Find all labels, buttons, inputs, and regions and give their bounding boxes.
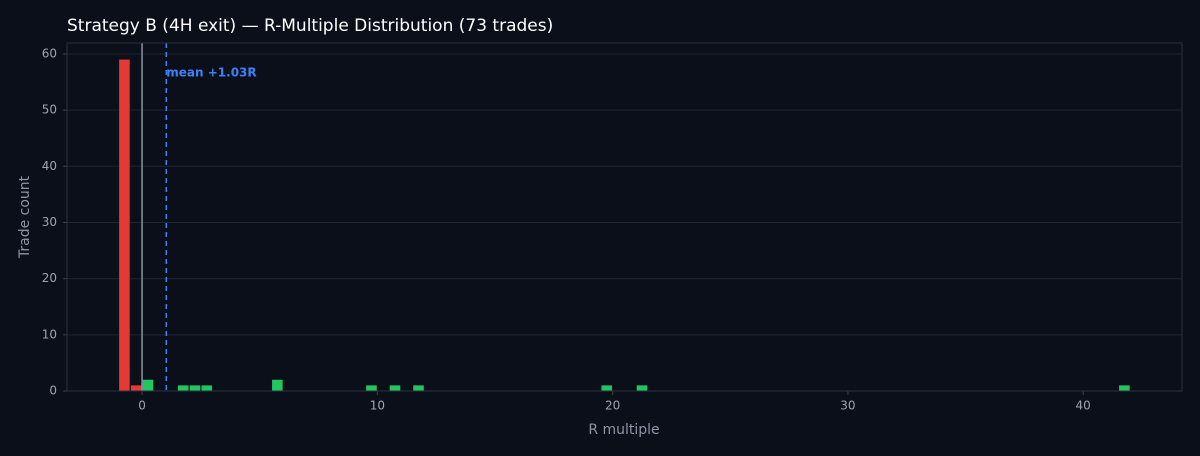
y-tick-label: 0 — [49, 384, 57, 398]
x-tick-label: 0 — [138, 399, 146, 413]
bar — [119, 59, 130, 391]
chart-title: Strategy B (4H exit) — R-Multiple Distri… — [67, 16, 553, 36]
y-axis-label: Trade count — [17, 175, 33, 259]
x-tick-label: 10 — [370, 399, 385, 413]
bar — [272, 379, 283, 391]
bar — [366, 385, 377, 391]
x-tick-label: 20 — [605, 399, 620, 413]
bar — [1119, 385, 1130, 391]
y-tick-label: 60 — [42, 46, 57, 60]
bar — [413, 385, 424, 391]
x-tick-label: 30 — [840, 399, 855, 413]
y-tick-label: 30 — [42, 215, 57, 229]
bar — [636, 385, 648, 391]
bar — [601, 385, 613, 391]
y-tick-label: 40 — [42, 159, 57, 173]
bar — [177, 385, 189, 391]
plot-frame — [66, 42, 1183, 392]
y-tick-label: 50 — [42, 103, 57, 117]
x-tick-label: 40 — [1076, 399, 1091, 413]
bar — [130, 385, 142, 391]
bar — [389, 385, 401, 391]
bar — [142, 379, 154, 391]
bar — [189, 385, 201, 391]
y-tick-label: 10 — [42, 327, 57, 341]
x-axis-label: R multiple — [588, 422, 659, 438]
mean-label: mean +1.03R — [166, 66, 256, 80]
y-tick-label: 20 — [42, 271, 57, 285]
bar — [201, 385, 213, 391]
